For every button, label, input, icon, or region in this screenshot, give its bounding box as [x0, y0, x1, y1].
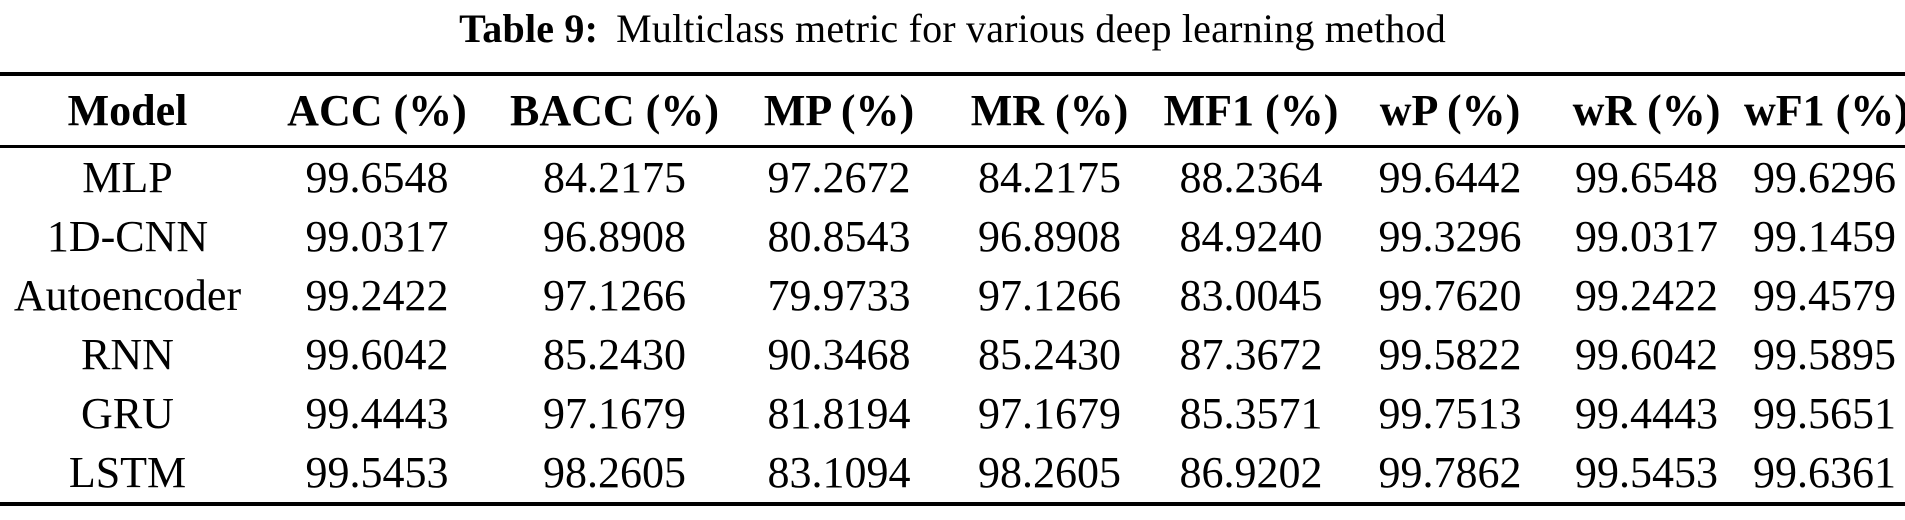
- metric-cell: 84.2175: [978, 153, 1121, 203]
- column-header-bacc: BACC (%): [499, 74, 730, 149]
- metric-cell: 86.9202: [1179, 448, 1323, 498]
- column-header-wf1: wF1 (%): [1744, 74, 1905, 149]
- metric-cell: 99.6548: [305, 153, 449, 203]
- metric-cell: 98.2605: [978, 448, 1121, 498]
- metric-cell: 85.2430: [978, 330, 1121, 380]
- metric-cell: 87.3672: [1179, 330, 1323, 380]
- metric-cell: 99.5453: [1575, 448, 1718, 498]
- metric-cell: 99.6442: [1378, 153, 1522, 203]
- table-caption: Table 9: Multiclass metric for various de…: [0, 5, 1905, 52]
- metric-cell: 97.1266: [543, 271, 686, 321]
- model-cell: RNN: [81, 330, 174, 380]
- metric-cell: 85.2430: [543, 330, 686, 380]
- metric-cell: 97.1266: [978, 271, 1121, 321]
- metric-cell: 97.1679: [978, 389, 1121, 439]
- column-header-acc: ACC (%): [255, 74, 499, 149]
- header-row: Model ACC (%) BACC (%) MP (%) MR (%) MF1…: [0, 74, 1905, 149]
- metric-cell: 80.8543: [767, 212, 911, 262]
- model-cell: GRU: [81, 389, 174, 439]
- column-header-wr: wR (%): [1549, 74, 1744, 149]
- table-row-mlp: MLP 99.6548 84.2175 97.2672 84.2175 88.2…: [0, 147, 1905, 208]
- metric-cell: 99.5453: [305, 448, 449, 498]
- model-cell: Autoencoder: [13, 271, 242, 321]
- metric-cell: 99.3296: [1378, 212, 1522, 262]
- metric-cell: 79.9733: [767, 271, 911, 321]
- metric-cell: 99.5895: [1753, 330, 1896, 380]
- model-cell: 1D-CNN: [46, 212, 209, 262]
- metric-cell: 96.8908: [543, 212, 686, 262]
- metric-cell: 84.9240: [1179, 212, 1323, 262]
- table-row-rnn: RNN 99.6042 85.2430 90.3468 85.2430 87.3…: [0, 325, 1905, 384]
- metric-cell: 99.0317: [305, 212, 449, 262]
- metric-cell: 96.8908: [978, 212, 1121, 262]
- metric-cell: 97.2672: [767, 153, 911, 203]
- caption-text: Multiclass metric for various deep learn…: [616, 6, 1446, 51]
- metric-cell: 99.4443: [1575, 389, 1718, 439]
- table-row-gru: GRU 99.4443 97.1679 81.8194 97.1679 85.3…: [0, 384, 1905, 443]
- metric-cell: 83.0045: [1179, 271, 1323, 321]
- metric-cell: 99.2422: [305, 271, 449, 321]
- metric-cell: 83.1094: [767, 448, 911, 498]
- caption-label: Table 9:: [459, 6, 599, 51]
- metric-cell: 98.2605: [543, 448, 686, 498]
- metric-cell: 90.3468: [767, 330, 911, 380]
- metrics-table: Model ACC (%) BACC (%) MP (%) MR (%) MF1…: [0, 72, 1905, 507]
- metric-cell: 85.3571: [1179, 389, 1323, 439]
- metric-cell: 99.7513: [1378, 389, 1522, 439]
- table-row-lstm: LSTM 99.5453 98.2605 83.1094 98.2605 86.…: [0, 443, 1905, 504]
- column-header-model: Model: [0, 74, 255, 149]
- column-header-wp: wP (%): [1351, 74, 1549, 149]
- table-row-autoencoder: Autoencoder 99.2422 97.1266 79.9733 97.1…: [0, 266, 1905, 325]
- metric-cell: 99.6361: [1753, 448, 1896, 498]
- metric-cell: 99.4579: [1753, 271, 1896, 321]
- metric-cell: 99.6042: [1575, 330, 1718, 380]
- metric-cell: 99.2422: [1575, 271, 1718, 321]
- column-header-mf1: MF1 (%): [1151, 74, 1351, 149]
- metric-cell: 88.2364: [1179, 153, 1323, 203]
- metric-cell: 99.6548: [1575, 153, 1718, 203]
- metric-cell: 84.2175: [543, 153, 686, 203]
- table-row-1d-cnn: 1D-CNN 99.0317 96.8908 80.8543 96.8908 8…: [0, 207, 1905, 266]
- metric-cell: 99.5822: [1378, 330, 1522, 380]
- column-header-mr: MR (%): [948, 74, 1151, 149]
- model-cell: LSTM: [68, 448, 187, 498]
- metric-cell: 99.6042: [305, 330, 449, 380]
- metric-cell: 99.7862: [1378, 448, 1522, 498]
- metric-cell: 99.5651: [1753, 389, 1896, 439]
- metric-cell: 99.1459: [1753, 212, 1896, 262]
- column-header-mp: MP (%): [730, 74, 948, 149]
- metric-cell: 99.0317: [1575, 212, 1718, 262]
- metric-cell: 81.8194: [767, 389, 911, 439]
- model-cell: MLP: [82, 153, 173, 203]
- metric-cell: 99.7620: [1378, 271, 1522, 321]
- metric-cell: 99.6296: [1753, 153, 1896, 203]
- metric-cell: 97.1679: [543, 389, 686, 439]
- metric-cell: 99.4443: [305, 389, 449, 439]
